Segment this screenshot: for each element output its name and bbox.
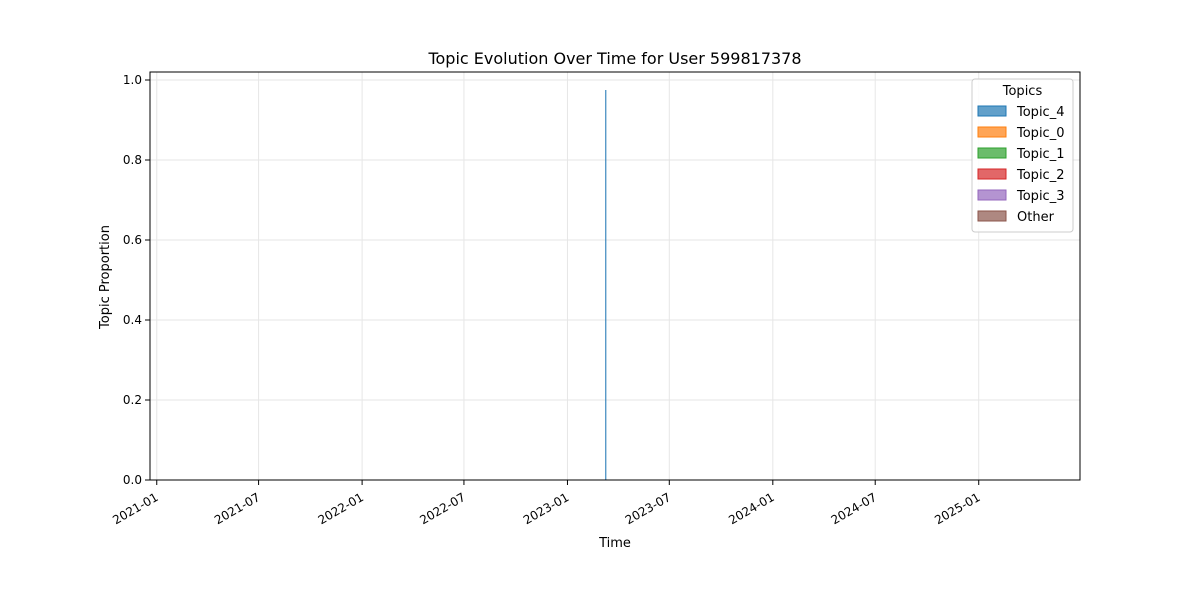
x-tick-label: 2024-07 bbox=[829, 490, 879, 527]
y-tick-label: 0.0 bbox=[123, 473, 142, 487]
legend-swatch bbox=[977, 168, 1007, 180]
legend-swatch bbox=[977, 105, 1007, 117]
x-tick-label: 2022-07 bbox=[417, 490, 467, 527]
plot-frame bbox=[149, 71, 1081, 481]
legend-swatch bbox=[977, 210, 1007, 222]
axis-ticks: 2021-01 2021-07 2022-01 2022-07 2023-01 2023-… bbox=[110, 73, 982, 527]
y-tick-label: 0.8 bbox=[123, 153, 142, 167]
legend-label: Topic_1 bbox=[1016, 147, 1064, 162]
legend-label: Topic_2 bbox=[1016, 168, 1064, 183]
legend-swatch bbox=[977, 147, 1007, 159]
x-tick-label: 2024-01 bbox=[726, 490, 776, 527]
y-axis-label: Topic Proportion bbox=[98, 225, 113, 330]
x-tick-label: 2023-01 bbox=[521, 490, 571, 527]
chart-title: Topic Evolution Over Time for User 59981… bbox=[427, 49, 801, 68]
x-axis-label: Time bbox=[598, 536, 631, 551]
y-tick-label: 1.0 bbox=[123, 73, 142, 87]
legend: Topics Topic_4 Topic_0 Topic_1 Topic_2 Topic_… bbox=[971, 78, 1074, 233]
legend-label: Topic_0 bbox=[1016, 126, 1064, 141]
legend-swatch bbox=[977, 189, 1007, 201]
legend-label: Other bbox=[1017, 210, 1055, 225]
legend-label: Topic_4 bbox=[1016, 105, 1064, 120]
legend-label: Topic_3 bbox=[1016, 189, 1064, 204]
legend-title: Topics bbox=[1002, 84, 1043, 99]
x-tick-label: 2021-01 bbox=[110, 490, 160, 527]
y-tick-label: 0.6 bbox=[123, 233, 142, 247]
x-tick-label: 2022-01 bbox=[316, 490, 366, 527]
x-tick-label: 2021-07 bbox=[212, 490, 262, 527]
legend-swatch bbox=[977, 126, 1007, 138]
y-tick-label: 0.2 bbox=[123, 393, 142, 407]
y-tick-label: 0.4 bbox=[123, 313, 142, 327]
x-tick-label: 2025-01 bbox=[932, 490, 982, 527]
grid bbox=[150, 72, 1080, 481]
x-tick-label: 2023-07 bbox=[623, 490, 673, 527]
